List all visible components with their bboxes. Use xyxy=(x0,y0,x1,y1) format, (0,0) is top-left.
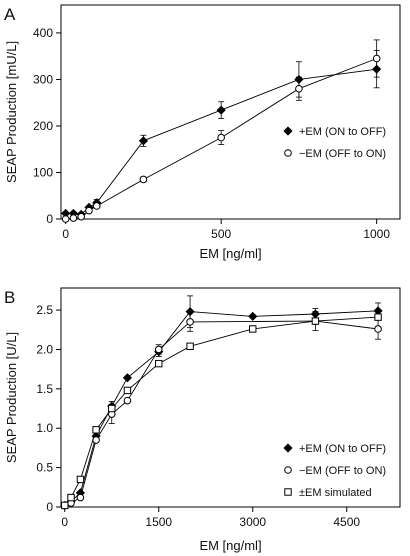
panel-b-y-tick-label: 2.0 xyxy=(36,342,53,356)
panel-b-legend: +EM (ON to OFF) −EM (OFF to ON) ±EM simula… xyxy=(283,443,386,499)
panel-b-data-point xyxy=(374,325,382,333)
panel-a-legend-marker xyxy=(283,126,293,136)
panel-a-legend: +EM (ON to OFF) −EM (OFF to ON) xyxy=(283,126,386,160)
panel-b-data-point xyxy=(123,386,132,395)
panel-a-x-tick-label: 0 xyxy=(62,227,69,241)
panel-b-data-point xyxy=(67,493,75,502)
panel-b-data-point xyxy=(374,313,382,321)
panel-b-data-point xyxy=(249,325,257,333)
panel-a-data-point xyxy=(372,54,381,63)
panel-b-data-point xyxy=(155,359,163,368)
panel-a-data-point xyxy=(85,206,93,215)
panel-b-legend-marker xyxy=(283,443,293,453)
panel-a-letter: A xyxy=(4,5,16,24)
panel-b-legend-marker xyxy=(284,488,292,496)
panel-a-data-point xyxy=(295,84,303,93)
panel-a-data-point xyxy=(61,215,70,223)
panel-b-series-3 xyxy=(61,313,382,510)
panel-b-data-point xyxy=(154,345,163,354)
panel-a-legend-marker xyxy=(284,149,292,157)
panel-b-series-line xyxy=(64,320,379,506)
panel-b-data-point xyxy=(92,426,100,434)
panel-b-legend-label: −EM (OFF to ON) xyxy=(299,465,386,477)
panel-b-x-tick-label: 3000 xyxy=(239,515,266,529)
panel-b-data-point xyxy=(108,404,116,413)
panel-b-data-point xyxy=(76,475,85,484)
panel-a-data-point xyxy=(69,214,78,222)
panel-a-legend-label: −EM (OFF to ON) xyxy=(299,148,386,160)
panel-b-legend-label: ±EM simulated xyxy=(299,487,372,499)
panel-b-data-point xyxy=(122,373,132,383)
panel-a-series-2 xyxy=(61,39,381,223)
panel-b-data-point xyxy=(186,342,194,350)
panel-b-x-tick-label: 0 xyxy=(61,515,68,529)
panel-a-x-axis-label: EM [ng/ml] xyxy=(199,246,261,261)
panel-b-plot-frame xyxy=(60,287,401,508)
panel-b-data-point xyxy=(61,501,69,510)
panel-b-y-axis-label: SEAP Production [U/L] xyxy=(4,332,19,463)
panel-a-y-tick-label: 0 xyxy=(46,212,53,226)
panel-a-data-point xyxy=(139,175,148,184)
panel-a-y-axis-label: SEAP Production [mU/L] xyxy=(4,41,19,183)
panel-a-legend-label: +EM (ON to OFF) xyxy=(299,126,386,138)
panel-a-y-tick-label: 100 xyxy=(33,165,53,179)
panel-b-legend-marker xyxy=(284,466,292,474)
panel-b-y-tick-label: 0.5 xyxy=(36,461,53,475)
panel-a-x-tick-label: 1000 xyxy=(363,227,390,241)
panel-a-x-tick-label: 500 xyxy=(211,227,231,241)
panel-b-x-tick-label: 1500 xyxy=(145,515,172,529)
panel-a-plot-frame xyxy=(60,4,401,220)
panel-a-data-point xyxy=(138,136,148,146)
panel-b-data-point xyxy=(248,311,258,321)
panel-a-data-point xyxy=(77,212,86,221)
panel-b-series-1 xyxy=(60,295,383,510)
panel-a-data-point xyxy=(92,202,101,210)
panel-a-y-tick-label: 400 xyxy=(33,26,53,40)
panel-a-y-tick-label: 300 xyxy=(33,72,53,86)
panel-b-y-tick-label: 2.5 xyxy=(36,303,53,317)
panel-b-data-point xyxy=(311,317,320,325)
panel-b-letter: B xyxy=(4,288,15,307)
panel-a-data-point xyxy=(216,105,226,115)
panel-a-y-tick-label: 200 xyxy=(33,119,53,133)
panel-a-data-point xyxy=(217,133,225,142)
panel-b-y-tick-label: 1.5 xyxy=(36,382,53,396)
panel-b-data-point xyxy=(186,318,194,326)
panel-b-data-point xyxy=(76,493,85,502)
panel-b-x-axis-label: EM [ng/ml] xyxy=(199,538,261,553)
panel-b-x-tick-label: 4500 xyxy=(333,515,360,529)
panel-b-y-tick-label: 1.0 xyxy=(36,421,53,435)
panel-b-data-point xyxy=(123,396,132,405)
panel-b-y-tick-label: 0 xyxy=(46,500,53,514)
panel-b-legend-label: +EM (ON to OFF) xyxy=(299,443,386,455)
